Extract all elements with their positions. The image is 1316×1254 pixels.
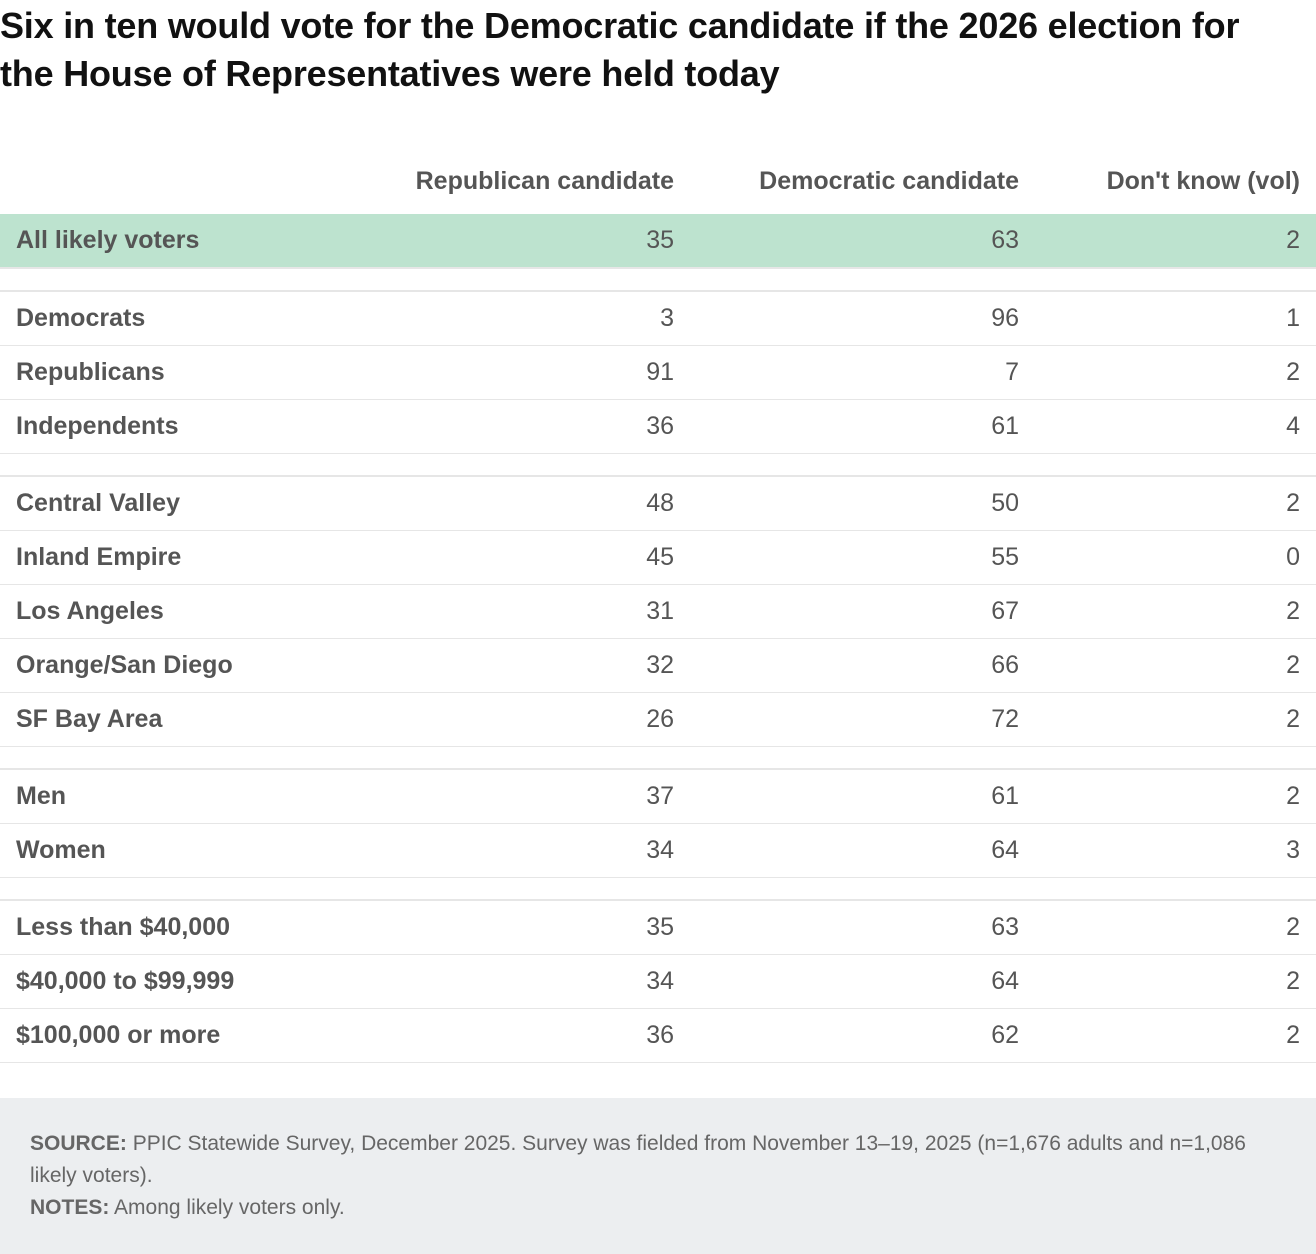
table-cell: 2 [1286,489,1300,517]
table-cell: 64 [991,836,1019,864]
table-row: Central Valley 48 50 2 [0,477,1316,531]
table-row: Less than $40,000 35 63 2 [0,901,1316,955]
table-cell: 4 [1286,412,1300,440]
table-row: $100,000 or more 36 62 2 [0,1009,1316,1063]
group-separator [0,454,1316,477]
table-header: Republican candidate Democratic candidat… [0,152,1316,214]
table-row: Los Angeles 31 67 2 [0,585,1316,639]
row-label: $100,000 or more [16,1021,221,1049]
row-label: Inland Empire [16,543,182,571]
source-text: PPIC Statewide Survey, December 2025. Su… [30,1132,1246,1187]
table-row: $40,000 to $99,999 34 64 2 [0,955,1316,1009]
table-row: Men 37 61 2 [0,770,1316,824]
table-cell: 62 [991,1021,1019,1049]
row-label: Less than $40,000 [16,913,231,941]
table-cell: 48 [646,489,674,517]
table-cell: 2 [1286,967,1300,995]
row-label: Central Valley [16,489,180,517]
table-cell: 32 [646,651,674,679]
notes-note: NOTES: Among likely voters only. [30,1192,1286,1224]
table-cell: 2 [1286,782,1300,810]
table-cell: 36 [646,1021,674,1049]
col-header-dont-know: Don't know (vol) [1106,167,1300,195]
col-header-democratic: Democratic candidate [759,167,1019,195]
source-label: SOURCE: [30,1132,127,1155]
row-label: All likely voters [16,226,200,254]
row-label: Men [16,782,66,810]
table-cell: 35 [646,226,674,254]
table-row: Independents 36 61 4 [0,400,1316,454]
table-cell: 2 [1286,226,1300,254]
table-row: SF Bay Area 26 72 2 [0,693,1316,747]
row-label: $40,000 to $99,999 [16,967,235,995]
table-cell: 7 [1005,358,1019,386]
table-cell: 2 [1286,705,1300,733]
notes-text: Among likely voters only. [114,1196,345,1219]
table-cell: 2 [1286,651,1300,679]
table-cell: 91 [646,358,674,386]
table-cell: 2 [1286,913,1300,941]
footer-notes: SOURCE: PPIC Statewide Survey, December … [0,1098,1316,1254]
row-label: Los Angeles [16,597,164,625]
row-label: Democrats [16,304,146,332]
table-cell: 1 [1286,304,1300,332]
group-separator [0,269,1316,292]
table-cell: 36 [646,412,674,440]
notes-label: NOTES: [30,1196,110,1219]
table-cell: 2 [1286,358,1300,386]
table-cell: 3 [1286,836,1300,864]
table-cell: 66 [991,651,1019,679]
table-cell: 0 [1286,543,1300,571]
table-cell: 61 [991,412,1019,440]
chart-title: Six in ten would vote for the Democratic… [0,5,1240,94]
table-cell: 72 [991,705,1019,733]
table-cell: 63 [991,226,1019,254]
table-row: Women 34 64 3 [0,824,1316,878]
table-cell: 61 [991,782,1019,810]
source-note: SOURCE: PPIC Statewide Survey, December … [30,1128,1286,1192]
row-label: Women [16,836,106,864]
table-body: All likely voters 35 63 2 Democrats 3 96 1 Repub… [0,214,1316,1063]
table-cell: 3 [660,304,674,332]
table-cell: 63 [991,913,1019,941]
group-separator [0,747,1316,770]
group-separator [0,878,1316,901]
results-table: Republican candidate Democratic candidat… [0,152,1316,1063]
table-row: Orange/San Diego 32 66 2 [0,639,1316,693]
table-row: Democrats 3 96 1 [0,292,1316,346]
row-label: Republicans [16,358,165,386]
table-row: All likely voters 35 63 2 [0,214,1316,269]
table-cell: 50 [991,489,1019,517]
table-cell: 64 [991,967,1019,995]
table-cell: 34 [646,836,674,864]
table-row: Republicans 91 7 2 [0,346,1316,400]
col-header-republican: Republican candidate [415,167,674,195]
row-label: Independents [16,412,179,440]
table-cell: 2 [1286,1021,1300,1049]
table-cell: 34 [646,967,674,995]
table-cell: 26 [646,705,674,733]
table-cell: 96 [991,304,1019,332]
table-cell: 37 [646,782,674,810]
table-cell: 45 [646,543,674,571]
table-cell: 67 [991,597,1019,625]
table-cell: 35 [646,913,674,941]
table-cell: 55 [991,543,1019,571]
row-label: Orange/San Diego [16,651,233,679]
table-cell: 31 [646,597,674,625]
row-label: SF Bay Area [16,705,163,733]
table-row: Inland Empire 45 55 0 [0,531,1316,585]
table-cell: 2 [1286,597,1300,625]
